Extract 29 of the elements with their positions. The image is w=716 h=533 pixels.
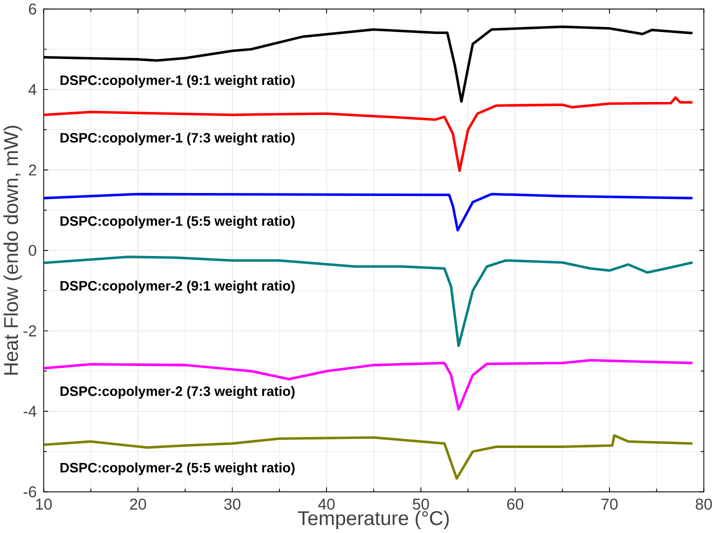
y-tick-label: 4 — [28, 84, 36, 96]
line-series — [44, 96, 694, 172]
series-label: DSPC:copolymer-2 (7:3 weight ratio) — [60, 386, 295, 399]
x-tick-label: 10 — [36, 498, 52, 510]
y-tick-label: 0 — [28, 245, 36, 256]
line-series — [44, 193, 694, 232]
y-tick-label: 6 — [28, 4, 36, 15]
x-axis-title: Temperature (°C) — [298, 510, 449, 530]
series-label: DSPC:copolymer-1 (7:3 weight ratio) — [60, 132, 295, 146]
line-series — [44, 359, 694, 411]
line-series — [44, 26, 694, 103]
series-label: DSPC:copolymer-1 (9:1 weight ratio) — [60, 75, 295, 88]
series-label: DSPC:copolymer-1 (5:5 weight ratio) — [60, 216, 295, 229]
y-tick-label: -2 — [24, 326, 36, 337]
x-tick-label: 20 — [130, 498, 146, 510]
x-tick-label: 40 — [318, 498, 335, 510]
series-label: DSPC:copolymer-2 (5:5 weight ratio) — [60, 462, 295, 476]
x-tick-label: 80 — [696, 498, 712, 510]
y-tick-label: -6 — [24, 486, 36, 498]
y-tick-label: 2 — [28, 164, 36, 176]
x-tick-label: 70 — [602, 498, 618, 510]
y-axis-title: Heat Flow (endo down, mW) — [3, 126, 22, 375]
series-label: DSPC:copolymer-2 (9:1 weight ratio) — [60, 280, 295, 294]
line-series — [44, 434, 694, 480]
x-tick-label: 60 — [507, 498, 524, 510]
y-tick-label: -4 — [24, 406, 36, 417]
x-tick-label: 30 — [224, 498, 240, 510]
line-series — [44, 256, 694, 348]
x-tick-label: 50 — [412, 498, 429, 510]
